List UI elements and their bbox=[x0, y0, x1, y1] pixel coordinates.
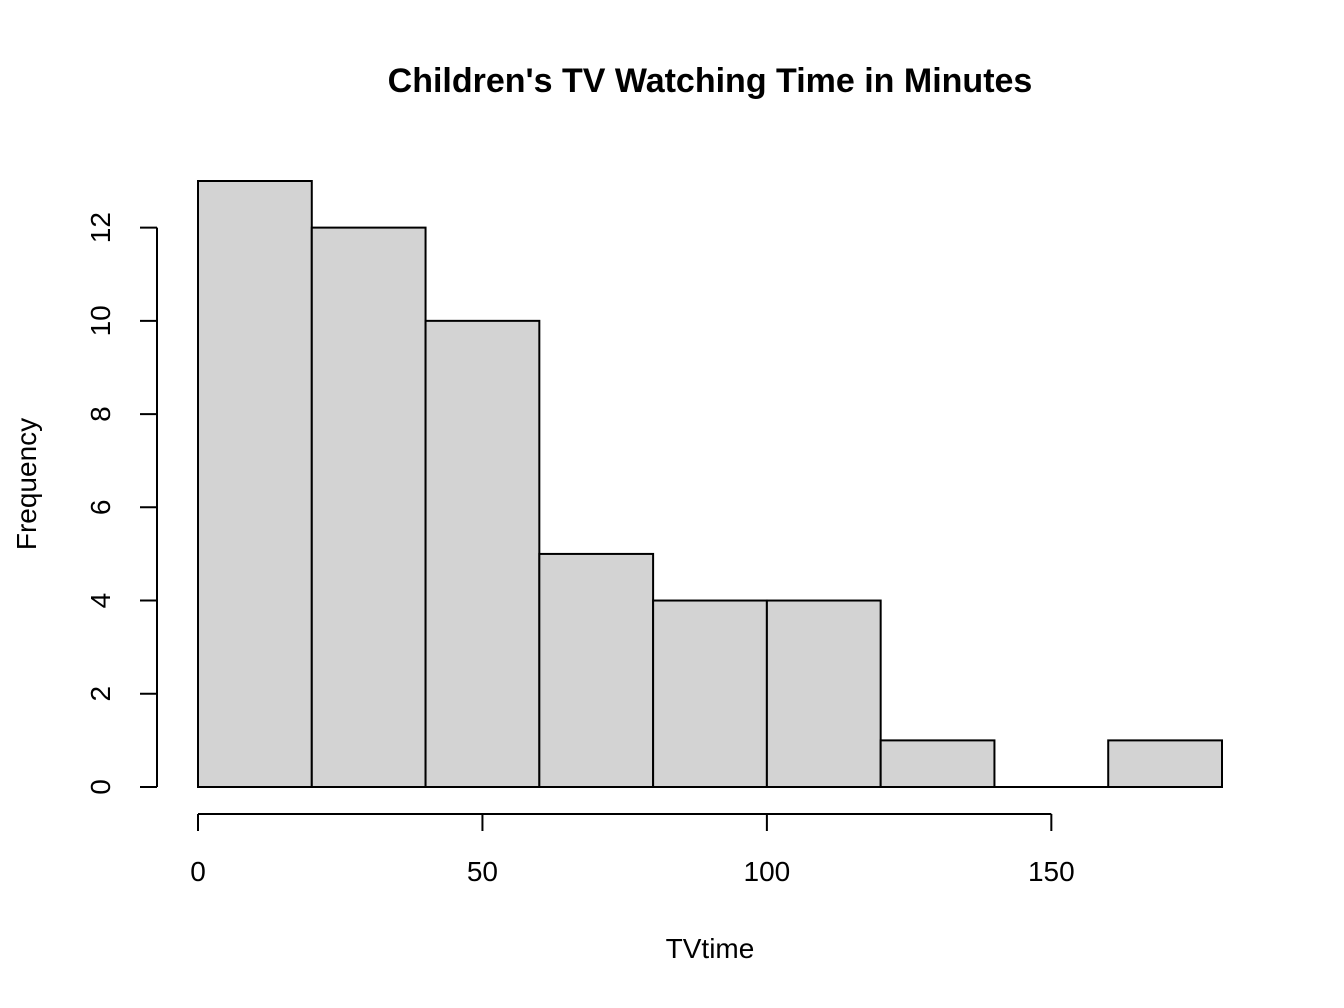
y-tick-label: 8 bbox=[85, 406, 116, 422]
y-tick-label: 0 bbox=[85, 779, 116, 795]
histogram-bar bbox=[538, 552, 655, 789]
y-tick-label: 4 bbox=[85, 593, 116, 609]
histogram-bar bbox=[652, 599, 768, 788]
x-tick-label: 0 bbox=[190, 856, 206, 887]
chart-title: Children's TV Watching Time in Minutes bbox=[388, 62, 1033, 100]
x-tick-label: 150 bbox=[1028, 856, 1075, 887]
x-axis: 0 50 100 150 bbox=[190, 813, 1075, 887]
y-axis: 0 2 4 6 8 10 12 bbox=[85, 212, 158, 795]
y-tick-label: 6 bbox=[85, 500, 116, 516]
histogram-bar bbox=[424, 319, 541, 788]
y-tick-label: 10 bbox=[85, 305, 116, 336]
histogram-bar bbox=[310, 226, 427, 789]
histogram-bar bbox=[1107, 739, 1223, 789]
y-tick-label: 2 bbox=[85, 686, 116, 702]
bars-group bbox=[197, 180, 1223, 789]
x-tick-label: 100 bbox=[744, 856, 791, 887]
x-axis-label: TVtime bbox=[666, 933, 755, 964]
histogram-bar bbox=[197, 180, 313, 788]
y-tick-label: 12 bbox=[85, 212, 116, 243]
histogram-bar bbox=[879, 739, 996, 789]
y-axis-label: Frequency bbox=[11, 418, 42, 550]
x-tick-label: 50 bbox=[467, 856, 498, 887]
histogram-bar bbox=[765, 599, 882, 788]
